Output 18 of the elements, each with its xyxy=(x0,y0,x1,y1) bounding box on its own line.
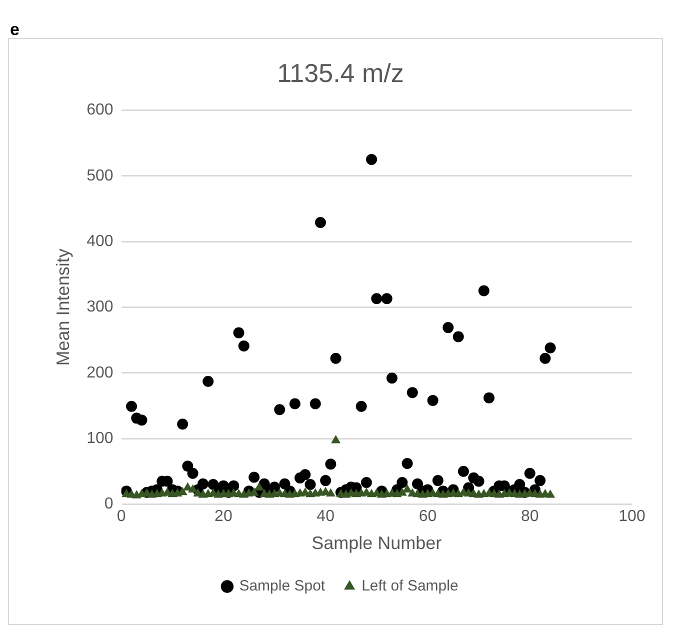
x-tick-label: 80 xyxy=(520,508,539,526)
y-tick-label: 500 xyxy=(86,167,114,184)
y-tick-label: 0 xyxy=(104,496,114,513)
y-axis-title: Mean Intensity xyxy=(52,248,73,366)
y-tick-label: 400 xyxy=(86,232,114,250)
x-tick-label: 40 xyxy=(316,508,335,526)
y-tick-label: 100 xyxy=(86,430,114,447)
y-tick-label: 300 xyxy=(86,298,114,316)
x-tick-label: 100 xyxy=(618,508,646,526)
chart-title: 1135.4 m/z xyxy=(277,58,404,88)
y-tick-label: 200 xyxy=(86,364,114,382)
x-tick-label: 20 xyxy=(214,508,232,526)
x-tick-label: 60 xyxy=(418,508,437,526)
y-tick-label: 600 xyxy=(86,102,114,119)
x-tick-label: 0 xyxy=(116,508,126,526)
legend-label: Sample Spot xyxy=(239,578,326,595)
text: e xyxy=(10,20,20,40)
x-axis-title: Sample Number xyxy=(312,533,442,554)
